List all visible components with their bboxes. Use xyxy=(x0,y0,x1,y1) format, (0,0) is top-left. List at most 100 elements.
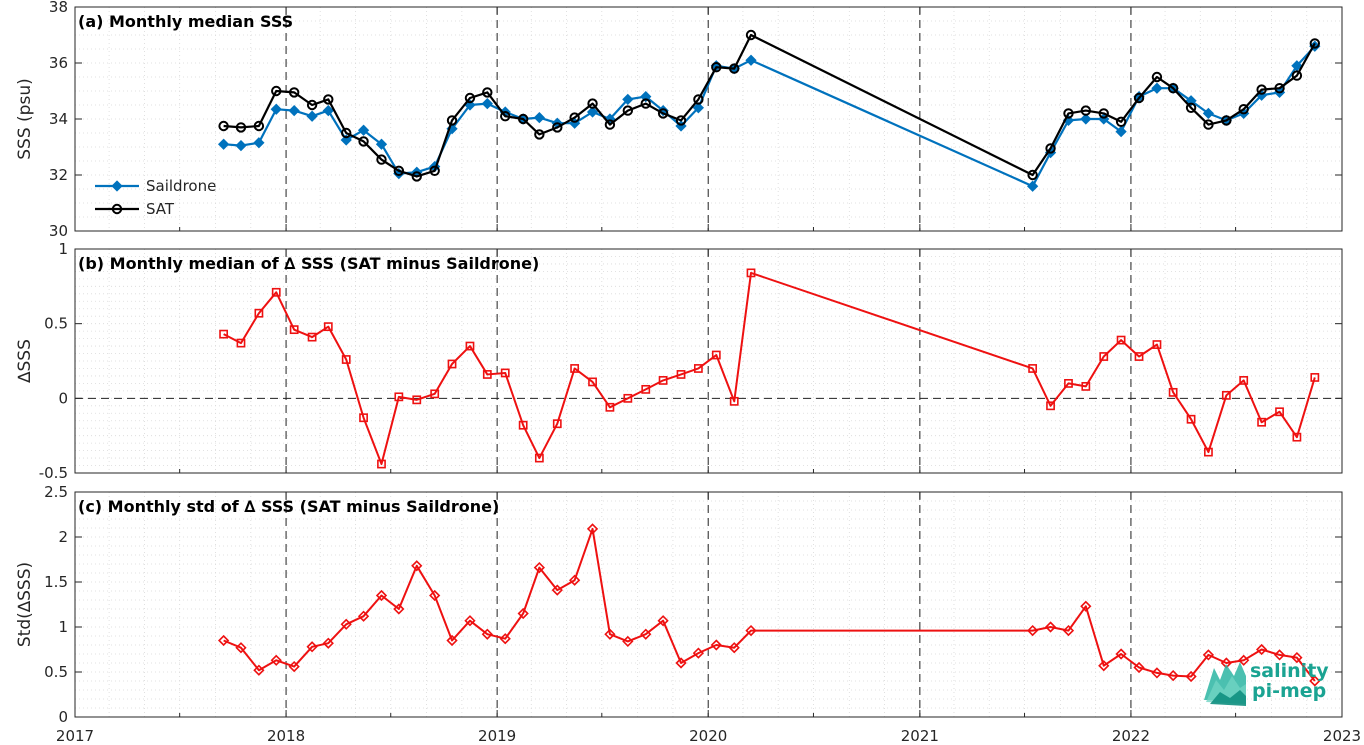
data-point xyxy=(1309,675,1321,687)
data-point xyxy=(570,364,580,373)
data-point xyxy=(675,657,687,669)
data-point xyxy=(657,104,669,117)
data-point xyxy=(270,654,282,666)
data-point xyxy=(711,350,721,360)
series-line-delta xyxy=(223,271,1316,466)
data-point xyxy=(1185,95,1197,107)
data-point xyxy=(622,635,634,648)
data-point xyxy=(533,111,545,124)
data-point xyxy=(430,389,440,399)
data-point xyxy=(393,603,405,615)
x-tick-label: 2018 xyxy=(267,727,305,745)
y-tick-label: 0.5 xyxy=(44,315,68,333)
y-axis-label: ∆SSS xyxy=(15,339,35,384)
data-point xyxy=(482,87,493,98)
panel-title: (b) Monthly median of ∆ SSS (SAT minus S… xyxy=(78,254,539,273)
data-point xyxy=(1273,649,1286,661)
data-point xyxy=(1080,113,1092,125)
data-point xyxy=(692,647,705,659)
data-point xyxy=(306,641,318,653)
x-tick-label: 2022 xyxy=(1112,727,1150,745)
data-point xyxy=(1045,143,1056,154)
data-point xyxy=(676,370,686,379)
data-point xyxy=(1309,38,1321,49)
y-tick-label: 36 xyxy=(49,54,68,72)
data-point xyxy=(1203,119,1214,130)
data-point xyxy=(340,618,352,630)
data-point xyxy=(358,136,369,147)
data-point xyxy=(1238,654,1250,666)
data-point xyxy=(375,589,388,602)
data-point xyxy=(447,359,457,369)
data-point xyxy=(412,395,422,405)
data-point xyxy=(1274,83,1285,94)
data-point xyxy=(1133,661,1145,674)
data-point xyxy=(1221,115,1232,126)
y-tick-label: 38 xyxy=(49,0,68,16)
data-point xyxy=(1026,624,1039,637)
x-tick-label: 2023 xyxy=(1323,727,1361,745)
data-point xyxy=(253,664,265,676)
data-point xyxy=(1064,378,1073,388)
data-point xyxy=(586,523,599,535)
data-point xyxy=(394,392,404,402)
logo-line-2: pi-mep xyxy=(1252,680,1326,702)
data-point xyxy=(218,120,229,132)
data-point xyxy=(446,115,458,126)
y-tick-label: 30 xyxy=(49,222,68,240)
data-point xyxy=(586,106,599,118)
data-point xyxy=(254,308,264,318)
panel-c: 0 0.5 1 1.5 2 2.5 Std(∆SSS) (c) Monthly std of … xyxy=(15,483,1343,726)
data-point xyxy=(1026,180,1039,192)
data-point xyxy=(219,329,229,339)
data-point xyxy=(640,98,651,109)
data-point xyxy=(745,624,757,637)
data-point xyxy=(658,376,668,385)
data-point xyxy=(745,29,757,41)
data-point xyxy=(377,459,386,469)
data-point xyxy=(429,589,441,602)
x-tick-label: 2020 xyxy=(689,727,727,745)
data-point xyxy=(1152,340,1162,349)
data-point xyxy=(1099,352,1109,361)
data-point xyxy=(1291,651,1303,664)
data-point xyxy=(306,110,318,122)
data-point xyxy=(1256,84,1267,95)
data-point xyxy=(1275,407,1284,417)
y-tick-label: 1 xyxy=(58,618,68,636)
data-point xyxy=(517,607,529,620)
data-point xyxy=(693,364,703,373)
data-point xyxy=(1115,648,1127,660)
data-point xyxy=(289,325,299,335)
data-point xyxy=(376,154,387,165)
data-point xyxy=(1310,373,1320,382)
data-point xyxy=(1257,417,1267,427)
data-point xyxy=(1168,387,1178,397)
data-point xyxy=(446,634,458,647)
data-point xyxy=(568,574,581,586)
logo-line-1: salinity xyxy=(1250,660,1329,682)
data-point xyxy=(236,338,246,348)
data-point xyxy=(288,104,300,117)
data-point xyxy=(323,94,334,105)
legend-label: SAT xyxy=(146,200,175,218)
data-point xyxy=(552,419,562,429)
data-point xyxy=(1080,600,1092,612)
data-point xyxy=(1098,660,1110,672)
data-point xyxy=(533,561,545,574)
data-point xyxy=(111,203,123,215)
data-point xyxy=(1238,104,1249,115)
legend-label: Saildrone xyxy=(146,177,216,195)
data-point xyxy=(622,93,634,106)
data-point xyxy=(711,61,722,73)
data-point xyxy=(499,633,511,645)
data-point xyxy=(1202,107,1215,120)
data-point xyxy=(1063,108,1074,119)
data-point xyxy=(307,332,317,342)
data-point xyxy=(1134,352,1144,361)
data-point xyxy=(1185,670,1197,683)
data-point xyxy=(411,560,423,572)
data-point xyxy=(1081,381,1091,391)
data-point xyxy=(235,139,247,152)
data-point xyxy=(657,108,669,119)
